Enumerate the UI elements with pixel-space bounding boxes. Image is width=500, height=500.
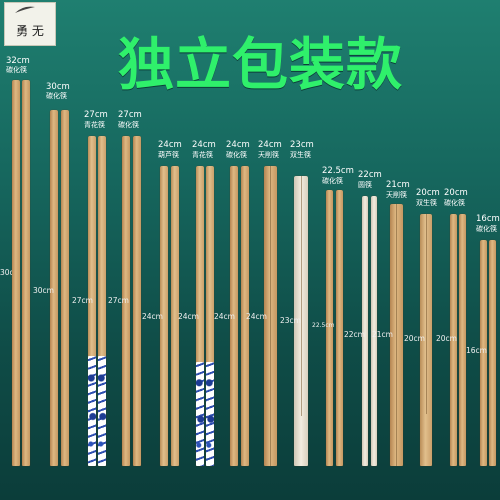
type-label: 碳化筷 <box>226 151 247 159</box>
chopstick <box>88 136 96 466</box>
chopstick <box>50 110 58 466</box>
chopstick <box>171 166 179 466</box>
type-label: 碳化筷 <box>118 121 139 129</box>
brand-logo: 勇 无 <box>4 2 56 46</box>
porcelain-pattern <box>196 362 204 466</box>
type-label: 碳化筷 <box>322 177 343 185</box>
split-line <box>301 176 302 416</box>
chopstick <box>241 166 249 466</box>
length-marker: 20cm <box>436 334 457 343</box>
type-label: 双生筷 <box>416 199 437 207</box>
porcelain-pattern <box>98 356 106 466</box>
length-marker: 23cm <box>280 316 301 325</box>
split-line <box>426 214 427 414</box>
length-marker: 24cm <box>178 312 199 321</box>
chopstick <box>196 166 204 466</box>
size-label: 23cm <box>290 140 314 150</box>
chopstick <box>459 214 466 466</box>
size-label: 32cm <box>6 56 30 66</box>
chopstick <box>98 136 106 466</box>
length-marker: 27cm <box>108 296 129 305</box>
chopstick <box>122 136 130 466</box>
length-marker: 22cm <box>344 330 365 339</box>
chopstick <box>230 166 238 466</box>
type-label: 碳化筷 <box>444 199 465 207</box>
split-line <box>270 166 271 466</box>
size-label: 30cm <box>46 82 70 92</box>
type-label: 葫芦筷 <box>158 151 179 159</box>
size-label: 24cm <box>192 140 216 150</box>
size-label: 22.5cm <box>322 166 354 176</box>
size-label: 24cm <box>158 140 182 150</box>
size-label: 16cm <box>476 214 500 224</box>
length-marker: 21cm <box>372 330 393 339</box>
size-label: 20cm <box>416 188 440 198</box>
size-label: 21cm <box>386 180 410 190</box>
size-label: 27cm <box>84 110 108 120</box>
type-label: 天削筷 <box>386 191 407 199</box>
chopstick <box>480 240 487 466</box>
length-marker: 24cm <box>246 312 267 321</box>
type-label: 青花筷 <box>192 151 213 159</box>
split-line <box>396 204 397 466</box>
type-label: 天削筷 <box>258 151 279 159</box>
chopstick <box>133 136 141 466</box>
chopstick <box>371 196 377 466</box>
type-label: 双生筷 <box>290 151 311 159</box>
length-marker: 20cm <box>404 334 425 343</box>
size-label: 24cm <box>258 140 282 150</box>
length-marker: 30cm <box>0 268 12 277</box>
type-label: 碳化筷 <box>476 225 497 233</box>
length-marker: 24cm <box>142 312 163 321</box>
length-marker: 22.5cm <box>312 322 335 329</box>
type-label: 碳化筷 <box>46 92 67 100</box>
length-marker: 27cm <box>72 296 93 305</box>
chopstick <box>160 166 168 466</box>
chopstick <box>489 240 496 466</box>
length-marker: 16cm <box>466 346 487 355</box>
size-label: 20cm <box>444 188 468 198</box>
type-label: 青花筷 <box>84 121 105 129</box>
brand-logo-text: 勇 无 <box>16 23 44 38</box>
chopstick <box>22 80 30 466</box>
headline: 独立包装款 <box>118 33 403 98</box>
porcelain-pattern <box>206 362 214 466</box>
chopstick <box>206 166 214 466</box>
size-label: 24cm <box>226 140 250 150</box>
size-label: 22cm <box>358 170 382 180</box>
length-marker: 30cm <box>33 286 54 295</box>
chopstick <box>362 196 368 466</box>
chopstick <box>326 190 333 466</box>
chopstick <box>12 80 20 466</box>
chopstick <box>450 214 457 466</box>
size-label: 27cm <box>118 110 142 120</box>
chopstick <box>61 110 69 466</box>
porcelain-pattern <box>88 356 96 466</box>
type-label: 碳化筷 <box>6 66 27 74</box>
type-label: 圆筷 <box>358 181 372 189</box>
chopstick <box>336 190 343 466</box>
bamboo-leaf-icon <box>15 6 35 13</box>
length-marker: 24cm <box>214 312 235 321</box>
